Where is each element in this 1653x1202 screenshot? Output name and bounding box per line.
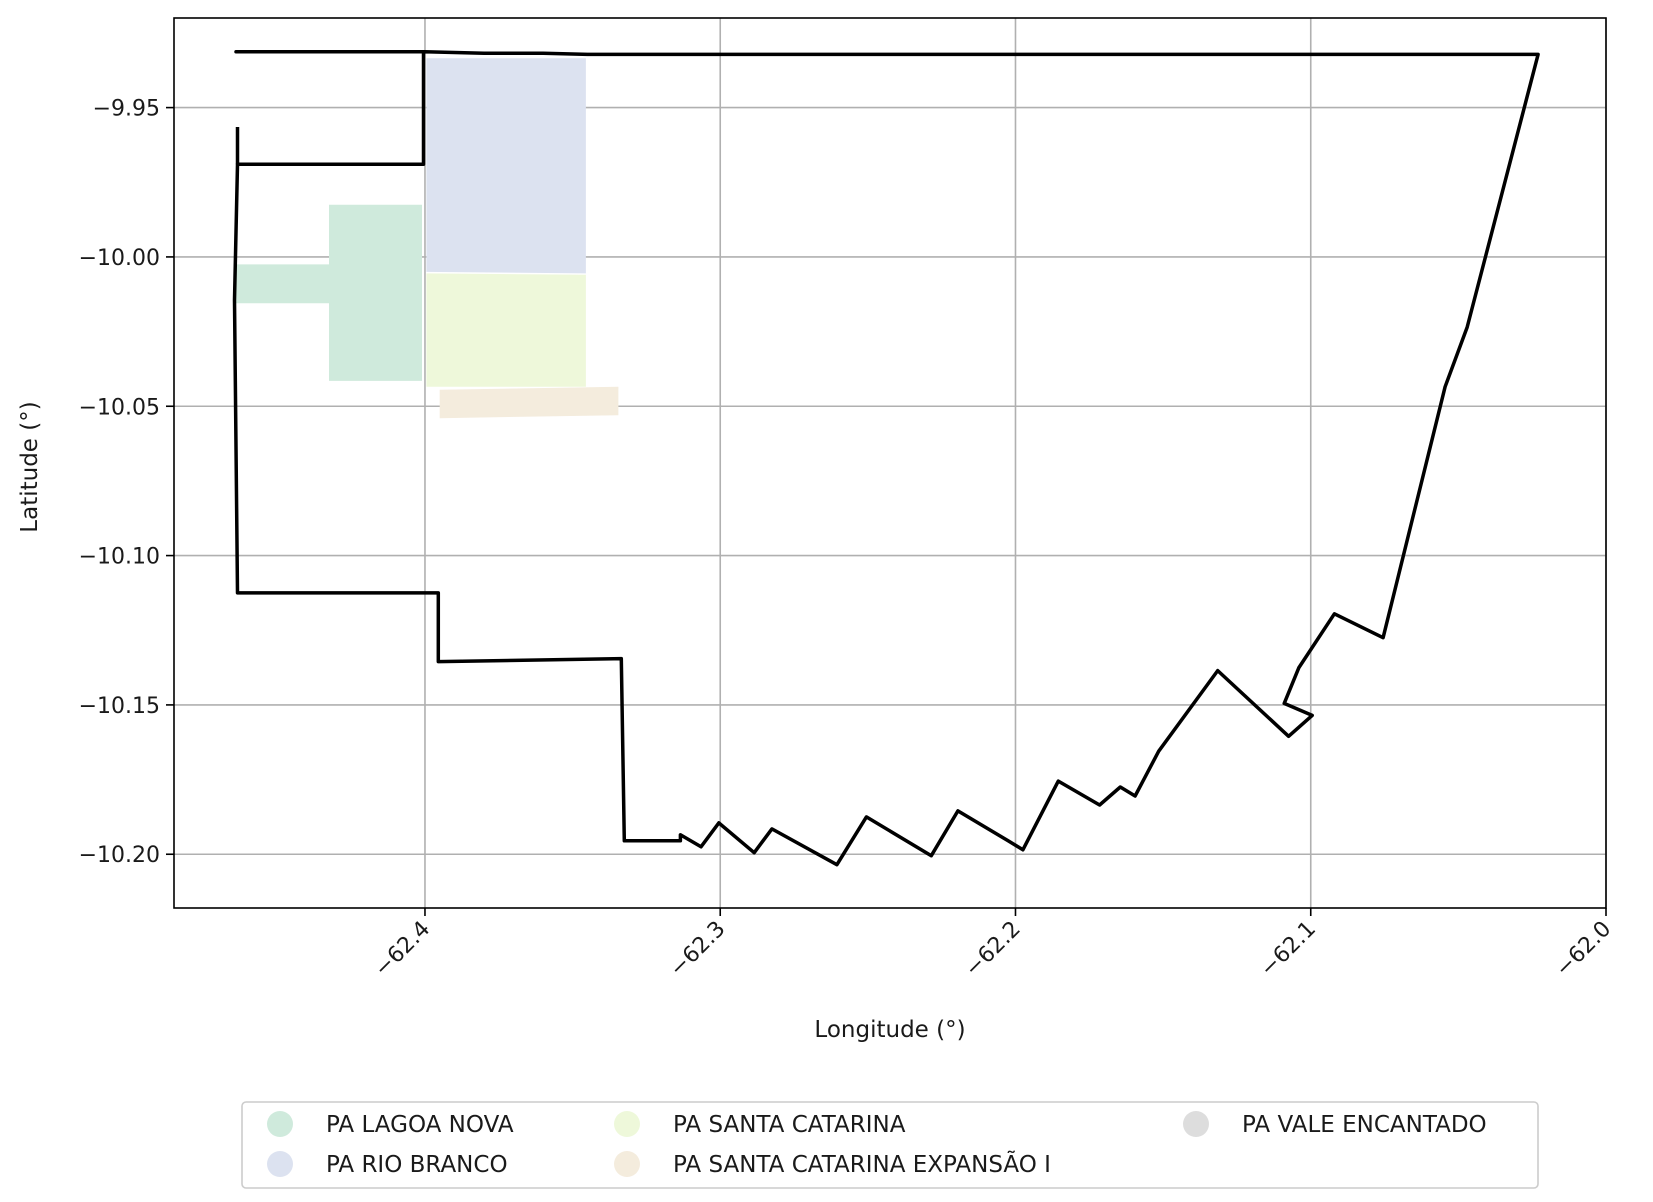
legend-marker-pa-rio-branco — [267, 1151, 293, 1177]
region-pa-rio-branco — [426, 58, 586, 274]
region-pa-santa-catarina-expansao-i — [439, 386, 619, 419]
legend-label-pa-lagoa-nova: PA LAGOA NOVA — [326, 1112, 514, 1138]
y-tick-label: −10.15 — [79, 694, 160, 719]
x-tick-label: −62.1 — [1256, 917, 1321, 982]
x-axis-ticks: −62.4 −62.3 −62.2 −62.1 −62.0 — [370, 908, 1616, 982]
region-pa-vale-encantado — [232, 49, 1540, 867]
x-tick-label: −62.0 — [1551, 917, 1616, 982]
legend-label-pa-rio-branco: PA RIO BRANCO — [326, 1152, 508, 1178]
legend-label-pa-santa-catarina-expansao-i: PA SANTA CATARINA EXPANSÃO I — [673, 1150, 1051, 1178]
y-tick-label: −10.05 — [79, 395, 160, 420]
y-tick-label: −9.95 — [93, 97, 160, 122]
x-axis-label: Longitude (°) — [814, 1017, 965, 1043]
legend-marker-pa-lagoa-nova — [267, 1111, 293, 1137]
legend-label-pa-vale-encantado: PA VALE ENCANTADO — [1242, 1112, 1487, 1138]
region-pa-lagoa-nova — [234, 204, 422, 381]
y-tick-label: −10.10 — [79, 545, 160, 570]
legend: PA LAGOA NOVA PA RIO BRANCO PA SANTA CATAR… — [241, 1101, 1539, 1189]
y-tick-label: −10.00 — [79, 246, 160, 271]
region-pa-santa-catarina — [426, 273, 586, 387]
legend-box — [241, 1101, 1539, 1189]
x-tick-label: −62.4 — [370, 917, 435, 982]
y-tick-label: −10.20 — [79, 843, 160, 868]
legend-marker-pa-vale-encantado — [1183, 1111, 1209, 1137]
x-tick-label: −62.2 — [960, 917, 1025, 982]
legend-label-pa-santa-catarina: PA SANTA CATARINA — [673, 1112, 906, 1138]
plot-frame — [173, 17, 1607, 909]
legend-marker-pa-santa-catarina-expansao-i — [614, 1151, 640, 1177]
x-tick-label: −62.3 — [665, 917, 730, 982]
map-regions — [232, 49, 1540, 867]
grid-lines — [174, 18, 1607, 908]
legend-marker-pa-santa-catarina — [614, 1111, 640, 1137]
y-axis-ticks: −9.95 −10.00 −10.05 −10.10 −10.15 −10.20 — [79, 97, 174, 868]
y-axis-label: Latitude (°) — [17, 401, 43, 532]
